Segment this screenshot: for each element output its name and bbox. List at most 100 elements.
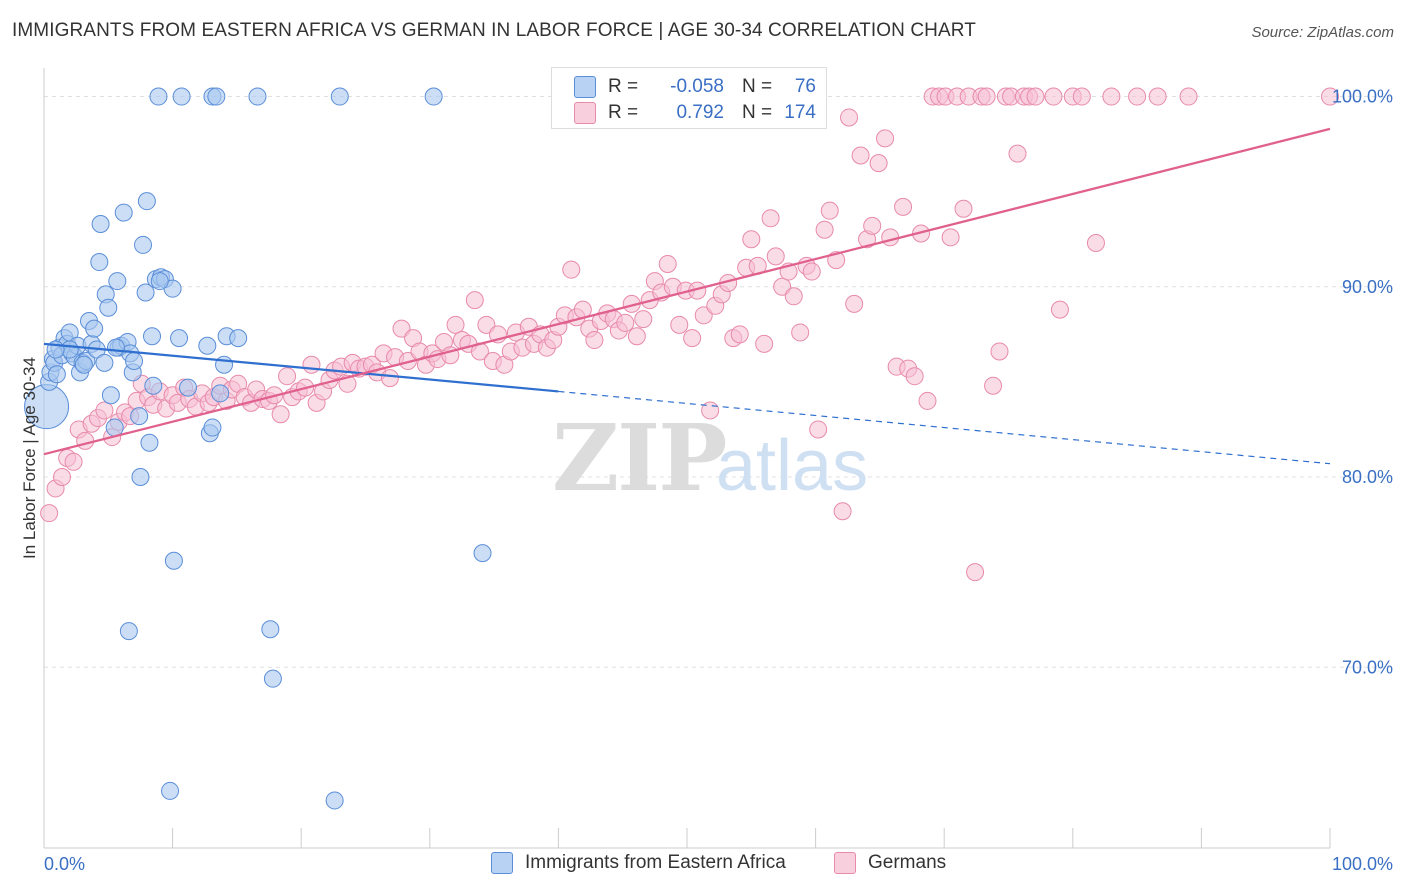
germans-point: [876, 129, 895, 148]
germans-point: [954, 199, 973, 218]
eastern-africa-point: [172, 87, 191, 106]
eastern-africa-point: [203, 418, 222, 437]
eastern-africa-point: [140, 433, 159, 452]
eastern-africa-point: [137, 192, 156, 211]
eastern-africa-point: [108, 272, 127, 291]
germans-point: [840, 108, 859, 127]
eastern-africa-point: [207, 87, 226, 106]
germans-point: [585, 331, 604, 350]
germans-point: [562, 260, 581, 279]
germans-point: [477, 315, 496, 334]
germans-point: [755, 334, 774, 353]
legend-label-eastern-africa: Immigrants from Eastern Africa: [525, 852, 786, 873]
germans-point: [446, 315, 465, 334]
germans-point: [802, 262, 821, 281]
germans-point: [95, 401, 114, 420]
germans-point: [791, 323, 810, 342]
germans-point: [1321, 87, 1339, 106]
germans-point: [1179, 87, 1198, 106]
eastern-africa-point: [47, 365, 66, 384]
germans-point: [694, 306, 713, 325]
eastern-africa-point: [150, 272, 169, 291]
germans-point: [380, 369, 399, 388]
y-tick-label: 90.0%: [1342, 277, 1393, 297]
eastern-africa-point: [99, 298, 118, 317]
eastern-africa-point: [131, 468, 150, 487]
germans-point: [1148, 87, 1167, 106]
stats-r-label: R =: [608, 76, 639, 97]
stats-r-label: R =: [608, 102, 639, 123]
germans-point: [881, 228, 900, 247]
watermark-zip: ZIP: [552, 404, 725, 512]
eastern-africa-point: [107, 338, 126, 357]
axis-layer: [43, 68, 1331, 849]
germans-point: [1128, 87, 1147, 106]
eastern-africa-point: [229, 329, 248, 348]
eastern-africa-point: [263, 669, 282, 688]
eastern-africa-point: [198, 336, 217, 355]
eastern-africa-point: [136, 283, 155, 302]
germans-point: [1102, 87, 1121, 106]
germans-point: [863, 216, 882, 235]
germans-point: [64, 452, 83, 471]
chart-title: IMMIGRANTS FROM EASTERN AFRICA VS GERMAN…: [12, 20, 976, 41]
eastern-africa-point: [134, 235, 153, 254]
germans-point: [1072, 87, 1091, 106]
eastern-africa-point: [101, 386, 120, 405]
eastern-africa-point: [149, 87, 168, 106]
eastern-africa-point: [90, 253, 109, 272]
eastern-africa-point: [130, 407, 149, 426]
source-label: Source: ZipAtlas.com: [1251, 24, 1394, 41]
germans-point: [784, 287, 803, 306]
stats-legend: R = -0.058 N = 76 R = 0.792 N = 174: [551, 67, 827, 129]
germans-point: [966, 563, 985, 582]
germans-point: [627, 327, 646, 346]
watermark-atlas: atlas: [716, 426, 868, 506]
legend-item-eastern-africa[interactable]: Immigrants from Eastern Africa: [491, 852, 786, 874]
germans-point: [918, 391, 937, 410]
germans-point: [809, 420, 828, 439]
stats-n-value: 174: [784, 102, 816, 123]
germans-point: [1050, 300, 1069, 319]
germans-point: [40, 504, 59, 523]
legend-item-germans[interactable]: Germans: [834, 852, 946, 874]
germans-point: [773, 277, 792, 296]
germans-point: [977, 87, 996, 106]
legend-swatch-blue: [491, 852, 513, 874]
germans-point: [658, 254, 677, 273]
y-tick-label: 100.0%: [1332, 87, 1393, 107]
stats-n-label: N =: [742, 76, 773, 97]
germans-point: [302, 355, 321, 374]
germans-point: [392, 319, 411, 338]
germans-point: [271, 405, 290, 424]
eastern-africa-point: [248, 87, 267, 106]
eastern-africa-point: [119, 622, 138, 641]
germans-point: [894, 197, 913, 216]
germans-point: [761, 209, 780, 228]
germans-point: [990, 342, 1009, 361]
stats-row-germans: R = 0.792 N = 174: [574, 100, 816, 126]
germans-point: [1008, 144, 1027, 163]
stats-r-value: 0.792: [676, 102, 724, 123]
eastern-africa-point: [74, 355, 93, 374]
germans-point: [941, 228, 960, 247]
eastern-africa-point: [473, 544, 492, 563]
y-tick-label: 80.0%: [1342, 467, 1393, 487]
eastern-africa-point: [85, 319, 104, 338]
stats-n-label: N =: [742, 102, 773, 123]
germans-point: [984, 376, 1003, 395]
eastern-africa-point: [125, 351, 144, 370]
germans-point: [742, 230, 761, 249]
germans-point: [634, 310, 653, 329]
eastern-africa-trend-extension: [558, 390, 1331, 465]
germans-point: [1086, 234, 1105, 253]
germans-point: [278, 367, 297, 386]
germans-point: [670, 315, 689, 334]
germans-point: [820, 201, 839, 220]
stats-swatch-blue: [574, 76, 596, 98]
germans-point: [869, 154, 888, 173]
y-tick-label: 70.0%: [1342, 657, 1393, 677]
germans-point: [905, 367, 924, 386]
eastern-africa-point: [424, 87, 443, 106]
germans-trend-line: [43, 127, 1331, 456]
